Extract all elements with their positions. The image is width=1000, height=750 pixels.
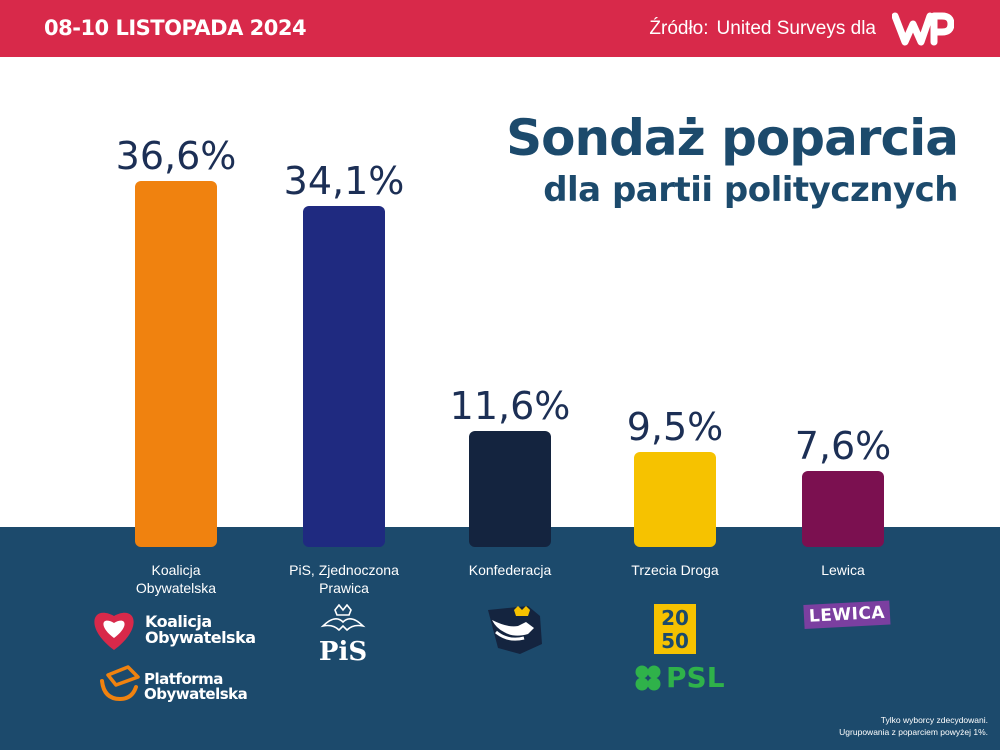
po-logo-line: Platforma — [144, 670, 223, 688]
title-line-1: Sondaż poparcia — [506, 109, 959, 167]
value-label-pis: 34,1% — [284, 159, 405, 203]
category-label-ko: Koalicja Obywatelska — [91, 561, 261, 597]
footnote-line-1: Tylko wyborcy zdecydowani. — [880, 715, 988, 725]
category-label-line: Lewica — [821, 562, 865, 578]
eagle-crown-icon: PiS — [319, 604, 367, 662]
ko-logo-line: Obywatelska — [145, 628, 256, 647]
source-label: Źródło: — [649, 18, 709, 39]
title-line-2: dla partii politycznych — [543, 170, 958, 210]
polska-2050-line-1: 20 — [661, 606, 689, 630]
psl-logo-text: PSL — [666, 661, 725, 694]
polska-2050-icon: 20 50 — [654, 604, 696, 654]
value-label-konfederacja: 11,6% — [450, 384, 571, 428]
category-label-line: PiS, Zjednoczona — [289, 562, 399, 578]
clover-icon — [635, 665, 661, 691]
chart-title: Sondaż poparcia dla partii politycznych — [506, 108, 959, 212]
pis-logo-text: PiS — [319, 637, 367, 662]
category-label-line: Koalicja — [151, 562, 201, 578]
ko-logo-text: Koalicja Obywatelska — [145, 614, 256, 646]
bar-konfederacja — [469, 431, 551, 547]
category-label-line: Prawica — [319, 580, 369, 596]
category-label-line: Konfederacja — [468, 562, 552, 578]
heart-icon — [94, 612, 134, 650]
header-bar: 08-10 LISTOPADA 2024 Źródło: United Surve… — [0, 0, 1000, 57]
category-label-line: Trzecia Droga — [631, 562, 719, 578]
source-name: United Surveys dla — [716, 18, 876, 39]
source-text: Źródło: United Surveys dla — [649, 18, 876, 40]
category-label-pis: PiS, Zjednoczona Prawica — [259, 561, 429, 597]
category-label-line: Obywatelska — [135, 580, 217, 596]
category-label-trzecia-droga: Trzecia Droga — [590, 561, 760, 579]
eagle-icon — [488, 606, 542, 654]
wp-logo: WP — [892, 12, 954, 46]
footnote: Tylko wyborcy zdecydowani. Ugrupowania z… — [839, 714, 988, 738]
value-label-trzecia-droga: 9,5% — [627, 405, 724, 449]
category-label-lewica: Lewica — [758, 561, 928, 579]
ko-logo-line: Koalicja — [145, 612, 212, 631]
category-label-konfederacja: Konfederacja — [425, 561, 595, 579]
lewica-logo-text: LEWICA — [803, 600, 891, 629]
footnote-line-2: Ugrupowania z poparciem powyżej 1%. — [839, 727, 988, 737]
po-logo-text: Platforma Obywatelska — [144, 670, 248, 703]
bar-lewica — [802, 471, 884, 547]
value-label-ko: 36,6% — [116, 134, 237, 178]
lewica-logo: LEWICA — [803, 600, 891, 629]
po-swoosh-icon — [100, 665, 140, 702]
poll-date: 08-10 LISTOPADA 2024 — [44, 16, 307, 40]
bar-trzecia-droga — [634, 452, 716, 547]
bar-ko — [135, 181, 217, 547]
po-logo-line: Obywatelska — [144, 685, 248, 703]
bar-pis — [303, 206, 385, 547]
polska-2050-line-2: 50 — [661, 629, 689, 653]
konfederacja-logo — [484, 604, 544, 661]
value-label-lewica: 7,6% — [795, 424, 892, 468]
polska-2050-logo: 20 50 — [654, 604, 696, 659]
